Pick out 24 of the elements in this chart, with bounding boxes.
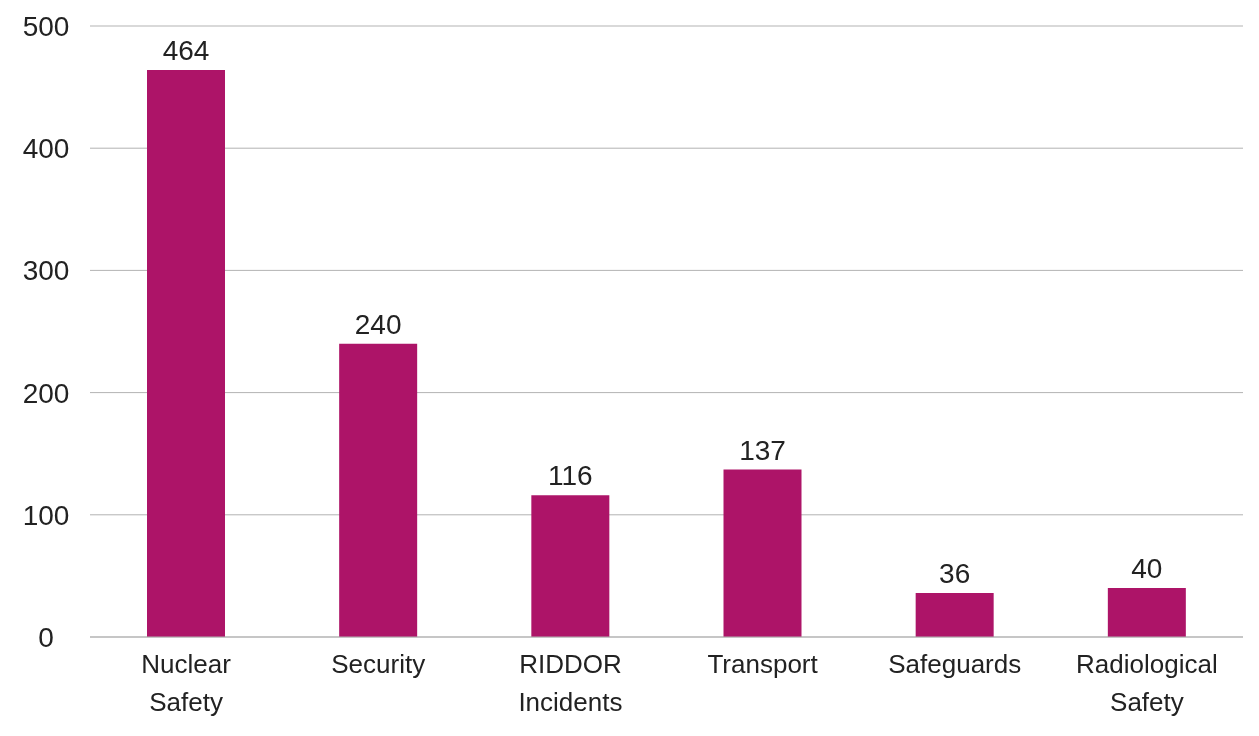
bar (1107, 588, 1186, 637)
x-tick-label: Security (331, 649, 426, 679)
bar (531, 495, 610, 637)
y-tick-label: 400 (22, 133, 70, 165)
y-tick-label: 200 (22, 377, 70, 409)
x-tick-label: RIDDOR Incidents (518, 649, 623, 717)
y-tick-label: 0 (38, 621, 54, 653)
data-label: 40 (1131, 553, 1163, 585)
y-tick-label: 500 (22, 10, 70, 42)
x-tick-label: Transport (707, 649, 819, 679)
y-tick-label: 100 (22, 499, 70, 531)
bar (339, 343, 418, 637)
x-tick-label: Safeguards (888, 649, 1022, 679)
bar (723, 469, 802, 637)
bar (147, 69, 225, 637)
data-label: 240 (354, 308, 402, 340)
x-tick-label: Nuclear Safety (141, 649, 232, 717)
data-label: 116 (548, 460, 593, 492)
bar (915, 593, 994, 637)
y-tick-label: 300 (22, 255, 70, 287)
data-label: 464 (162, 34, 210, 66)
data-label: 137 (739, 434, 786, 466)
x-tick-label: Radiological Safety (1076, 649, 1218, 717)
data-label: 36 (939, 558, 971, 590)
